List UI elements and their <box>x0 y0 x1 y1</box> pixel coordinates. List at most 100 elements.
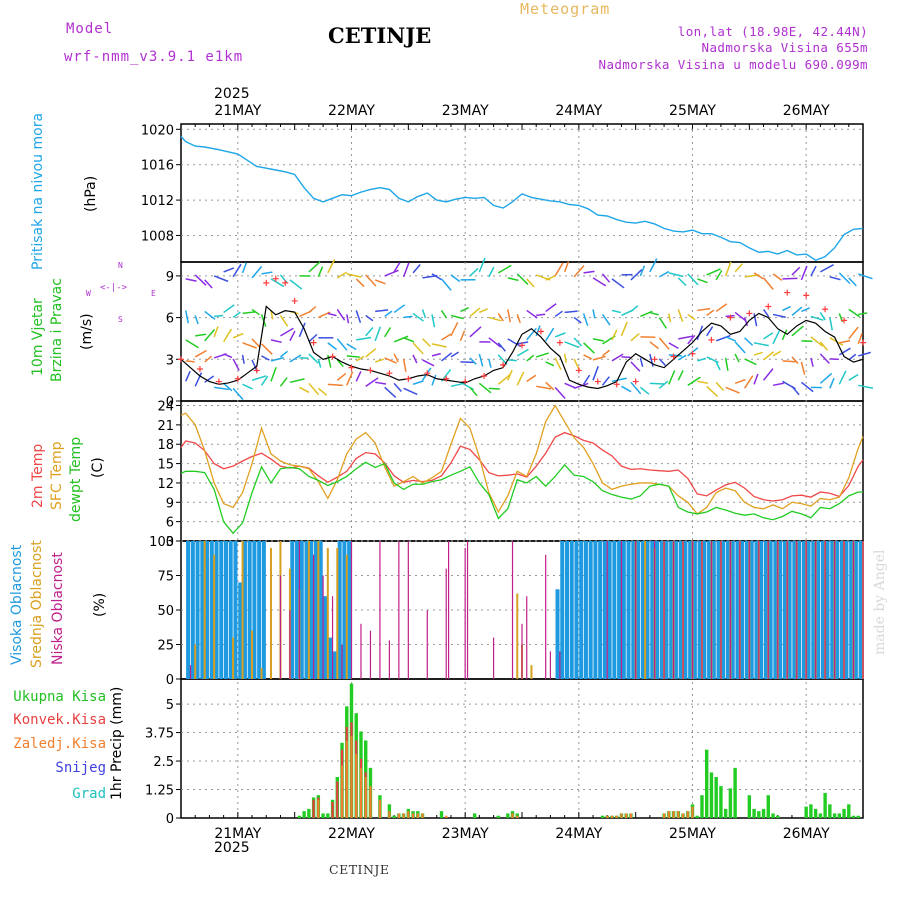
cloud-low-bar <box>682 541 684 679</box>
precip-stratiform-bar <box>411 813 415 818</box>
cloud-low-bar <box>824 541 826 679</box>
station-title: CETINJE <box>328 23 432 48</box>
pressure-ytick-label: 1020 <box>141 123 174 138</box>
precip-total-bar <box>837 813 842 818</box>
cloud-high-bar <box>583 541 588 679</box>
precip-stratiform-bar <box>407 811 410 818</box>
cloud-high-bar <box>328 637 333 679</box>
wind-gust-point <box>556 339 563 346</box>
precip-total-bar <box>600 815 605 818</box>
precip-total-bar <box>842 808 846 818</box>
cloud-high-bar <box>223 541 228 679</box>
precip-total-bar <box>326 813 330 818</box>
cloud-high-bar <box>579 541 584 679</box>
cloud-high-bar <box>626 541 631 679</box>
cloud-low-bar <box>559 651 561 679</box>
precipitation-ytick-label: 2.5 <box>153 755 174 770</box>
cloud-low-bar <box>777 541 779 679</box>
precip-convective-bar <box>312 799 315 818</box>
year-label-bottom: 2025 <box>214 840 250 856</box>
wind-gust-point <box>481 372 488 379</box>
wind-gust-point <box>822 306 829 313</box>
wind-gust-point <box>519 342 525 349</box>
cloud_cover-ytick-label: 75 <box>157 570 174 585</box>
cloud-high-bar <box>692 541 697 679</box>
cloud-high-bar <box>299 541 304 679</box>
precip-stratiform-bar <box>667 811 670 818</box>
temperature-ytick-label: 18 <box>157 438 174 453</box>
wind-ytick-label: 9 <box>166 270 174 285</box>
precip-total-bar <box>705 749 709 818</box>
day-label-top: 25MAY <box>669 103 716 119</box>
day-label-top: 23MAY <box>442 103 489 119</box>
sfc-line <box>180 404 864 515</box>
precipitation-ytick-label: 5 <box>166 698 174 713</box>
precip-total-bar <box>496 815 501 818</box>
year-label-top: 2025 <box>214 86 250 102</box>
model-elevation: Nadmorska Visina u modelu 690.099m <box>598 57 868 72</box>
cloud-high-bar <box>726 541 731 679</box>
cloud-high-bar <box>233 541 238 679</box>
wind-gust-point <box>386 370 393 377</box>
wind-gust-point <box>500 361 507 368</box>
precip-total-bar <box>719 786 723 818</box>
cloud-low-bar <box>796 541 798 679</box>
cloud-high-bar <box>716 541 721 679</box>
cloud-high-bar <box>190 541 195 679</box>
cloud-high-bar <box>711 541 716 679</box>
precip-total-bar <box>847 804 851 818</box>
precip-total-bar <box>695 815 699 818</box>
precip-total-bar <box>804 806 808 818</box>
precip-total-bar <box>813 808 818 818</box>
wind-gust-point <box>689 350 696 357</box>
precip-total-bar <box>709 772 714 818</box>
cloud-high-bar <box>858 541 863 679</box>
cloud-mid-bar <box>232 637 235 679</box>
precip-total-bar <box>307 808 311 818</box>
cloud-high-bar <box>252 541 257 679</box>
cloud-low-bar <box>701 541 703 679</box>
cloud-high-bar <box>593 541 598 679</box>
precip-total-bar <box>506 813 510 818</box>
temperature-ytick-label: 3 <box>166 535 174 550</box>
precip-convective-bar <box>336 781 339 818</box>
day-label-bottom: 26MAY <box>783 826 830 842</box>
cloud-low-bar <box>279 575 282 679</box>
cloud-high-bar <box>621 541 626 679</box>
cloud-high-bar <box>636 541 641 679</box>
cloud-high-bar <box>654 541 659 679</box>
cloud-high-bar <box>839 541 844 679</box>
precip-total-bar <box>728 788 733 818</box>
precip-convective-bar <box>331 802 334 818</box>
cloud-mid-bar <box>530 665 533 679</box>
precip-total-bar <box>776 815 780 818</box>
wind-gust-point <box>746 310 753 317</box>
cloud-low-bar <box>360 623 362 679</box>
cloud-high-bar <box>332 651 337 679</box>
cloud-high-bar <box>574 541 579 679</box>
cloud-high-bar <box>564 541 569 679</box>
cloud-low-bar <box>464 547 466 679</box>
wind-gust-point <box>803 292 810 299</box>
precip-stratiform-bar <box>681 813 685 818</box>
wind-gust-point <box>263 279 270 286</box>
cloud-mid-bar <box>345 554 348 679</box>
cloud-high-bar <box>569 541 574 679</box>
cloud-low-bar <box>805 541 807 679</box>
temperature-ytick-label: 21 <box>157 419 174 434</box>
cloud-high-bar <box>323 596 328 679</box>
cloud-low-bar <box>691 541 694 679</box>
wind-ytick-label: 6 <box>166 312 174 327</box>
precip-stratiform-bar <box>615 815 618 818</box>
cloud-low-bar <box>350 541 353 679</box>
precip-stratiform-bar <box>606 815 609 818</box>
cloud-low-bar <box>710 541 713 679</box>
cloud-low-bar <box>189 665 192 679</box>
cloud-high-bar <box>209 541 214 679</box>
dewpt-line <box>180 461 863 535</box>
cloud-low-bar <box>426 610 428 679</box>
precip-stratiform-bar <box>378 799 382 818</box>
precip-total-bar <box>439 811 444 818</box>
cloud-low-bar <box>833 541 836 679</box>
